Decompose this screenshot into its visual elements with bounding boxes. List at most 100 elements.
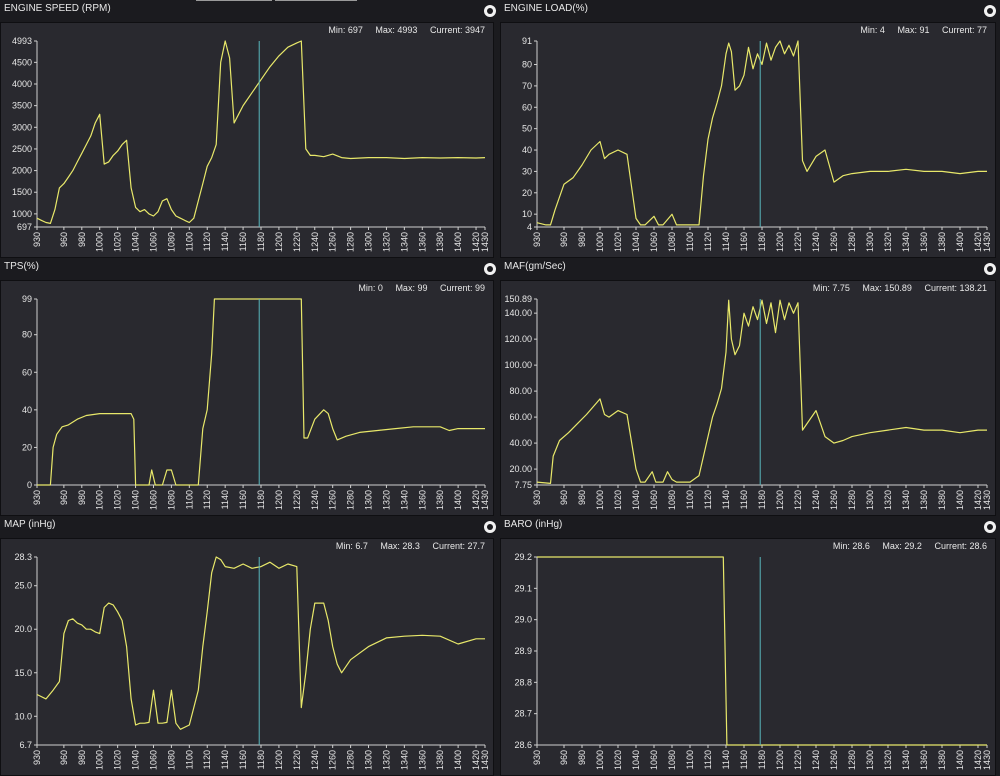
x-tick-label: 930 — [532, 490, 542, 505]
panel-menu-button[interactable] — [984, 5, 996, 17]
chart-baro: 28.6 28.7 28.8 28.9 29.0 29.1 29.2 930 960 980 100… — [500, 538, 996, 776]
x-tick-label: 1020 — [113, 750, 123, 770]
x-tick-label: 1200 — [274, 232, 284, 252]
x-tick-label: 1240 — [811, 232, 821, 252]
x-tick-label: 1080 — [667, 232, 677, 252]
x-tick-label: 960 — [559, 750, 569, 765]
x-tick-label: 1430 — [480, 490, 490, 510]
x-tick-label: 1400 — [955, 490, 965, 510]
x-tick-label: 1020 — [113, 232, 123, 252]
x-tick-label: 1260 — [829, 232, 839, 252]
x-tick-label: 1040 — [631, 750, 641, 770]
x-tick-label: 1240 — [811, 750, 821, 770]
x-tick-label: 1340 — [399, 232, 409, 252]
max-value: Max: 91 — [897, 25, 930, 35]
chart-svg: 6.7 10.0 15.0 20.0 25.0 28.3 930 960 980 1000 1020… — [14, 552, 490, 770]
x-tick-label: 1240 — [310, 232, 320, 252]
x-tick-label: 980 — [577, 750, 587, 765]
y-tick-label: 697 — [17, 222, 32, 232]
x-tick-label: 1020 — [613, 232, 623, 252]
panel-engine-load: ENGINE LOAD(%) 4 10 20 30 40 50 60 70 80 91 930 960… — [500, 0, 1000, 258]
series-line — [536, 299, 987, 484]
x-tick-label: 1080 — [166, 750, 176, 770]
chart-svg: 697 1000 1500 2000 2500 3000 3500 4000 4500 4993 9… — [12, 36, 490, 252]
current-value: Current: 138.21 — [924, 283, 987, 293]
stats-readout: Min: 4 Max: 91 Current: 77 — [850, 25, 987, 35]
x-tick-label: 1020 — [613, 490, 623, 510]
max-value: Max: 99 — [395, 283, 428, 293]
x-tick-label: 980 — [77, 232, 87, 247]
current-value: Current: 99 — [439, 283, 485, 293]
y-tick-label: 70 — [522, 81, 532, 91]
x-tick-label: 1100 — [685, 232, 695, 251]
x-tick-label: 1260 — [328, 490, 338, 510]
y-tick-label: 60 — [22, 367, 32, 377]
x-tick-label: 1430 — [982, 232, 992, 252]
current-value: Current: 3947 — [429, 25, 485, 35]
x-tick-label: 1430 — [480, 750, 490, 770]
x-tick-label: 1180 — [256, 232, 266, 251]
x-tick-label: 1080 — [667, 750, 677, 770]
x-tick-label: 1300 — [865, 750, 875, 770]
x-tick-label: 1100 — [184, 490, 194, 509]
panel-title: ENGINE SPEED (RPM) — [4, 3, 111, 14]
panel-menu-button[interactable] — [484, 521, 496, 533]
x-tick-label: 1000 — [595, 750, 605, 770]
panel-title: MAF(gm/Sec) — [504, 261, 566, 272]
x-tick-label: 1300 — [364, 490, 374, 510]
panel-menu-button[interactable] — [984, 263, 996, 275]
panel-title: MAP (inHg) — [4, 519, 56, 530]
x-tick-label: 1180 — [757, 232, 767, 251]
x-tick-label: 1420 — [471, 490, 481, 510]
current-value: Current: 77 — [941, 25, 987, 35]
y-tick-label: 99 — [22, 294, 32, 304]
x-tick-label: 1360 — [919, 750, 929, 770]
x-tick-label: 1280 — [346, 490, 356, 510]
stats-readout: Min: 0 Max: 99 Current: 99 — [348, 283, 485, 293]
y-tick-label: 4000 — [12, 79, 32, 89]
panel-menu-button[interactable] — [984, 521, 996, 533]
y-tick-label: 29.1 — [514, 583, 532, 593]
x-tick-label: 1040 — [131, 490, 141, 510]
x-tick-label: 1140 — [220, 490, 230, 509]
x-tick-label: 1180 — [757, 490, 767, 509]
x-tick-label: 1200 — [775, 232, 785, 252]
panel-tps: TPS(%) 0 20 40 60 80 99 930 960 980 1000 1020 1040 1… — [0, 258, 500, 516]
x-tick-label: 1100 — [184, 232, 194, 251]
series-line — [536, 40, 987, 226]
x-tick-label: 930 — [532, 750, 542, 765]
panel-menu-button[interactable] — [484, 263, 496, 275]
x-tick-label: 1140 — [721, 750, 731, 769]
x-tick-label: 1340 — [901, 232, 911, 252]
x-tick-label: 1060 — [148, 490, 158, 510]
x-tick-label: 1320 — [381, 232, 391, 252]
x-tick-label: 1180 — [256, 750, 266, 769]
x-tick-label: 1400 — [955, 232, 965, 252]
max-value: Max: 4993 — [375, 25, 418, 35]
x-tick-label: 1040 — [631, 232, 641, 252]
panel-title: BARO (inHg) — [504, 519, 563, 530]
min-value: Min: 6.7 — [335, 541, 368, 551]
x-tick-label: 1300 — [364, 750, 374, 770]
max-value: Max: 28.3 — [380, 541, 420, 551]
x-tick-label: 1000 — [95, 490, 105, 510]
y-tick-label: 91 — [522, 36, 532, 46]
y-tick-label: 20 — [22, 442, 32, 452]
x-tick-label: 930 — [32, 490, 42, 505]
y-tick-label: 30 — [522, 166, 532, 176]
x-tick-label: 1320 — [381, 490, 391, 510]
x-tick-label: 1000 — [95, 750, 105, 770]
y-tick-label: 2500 — [12, 144, 32, 154]
x-tick-label: 1320 — [381, 750, 391, 770]
x-tick-label: 960 — [59, 490, 69, 505]
y-tick-label: 3000 — [12, 122, 32, 132]
x-tick-label: 1020 — [113, 490, 123, 510]
y-tick-label: 50 — [522, 124, 532, 134]
panel-menu-button[interactable] — [484, 5, 496, 17]
x-tick-label: 1140 — [220, 232, 230, 251]
x-tick-label: 1380 — [435, 750, 445, 770]
x-tick-label: 1380 — [435, 490, 445, 510]
x-tick-label: 1300 — [865, 490, 875, 510]
x-tick-label: 1160 — [238, 490, 248, 509]
current-value: Current: 27.7 — [432, 541, 485, 551]
